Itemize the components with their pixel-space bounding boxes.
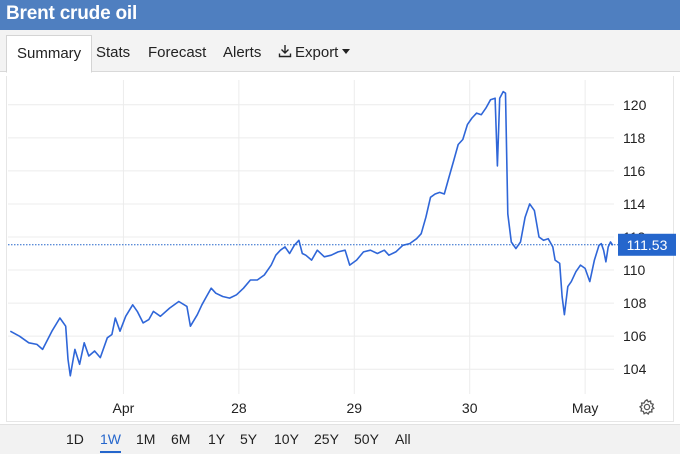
- tab-export-label: Export: [295, 44, 339, 61]
- y-tick-label: 104: [623, 361, 647, 377]
- price-chart[interactable]: 104106108110112114116118120 Apr282930May…: [0, 0, 680, 424]
- range-selector: 1D 1W 1M 6M 1Y 5Y 10Y 25Y 50Y All: [0, 424, 680, 454]
- y-tick-label: 110: [623, 262, 646, 278]
- y-tick-label: 120: [623, 97, 647, 113]
- range-6m[interactable]: 6M: [171, 431, 191, 447]
- y-tick-label: 106: [623, 328, 647, 344]
- range-1m[interactable]: 1M: [136, 431, 156, 447]
- download-icon: [278, 45, 292, 58]
- x-tick-label: 30: [462, 400, 478, 416]
- y-tick-label: 114: [623, 196, 646, 212]
- tab-stats-label: Stats: [96, 44, 131, 61]
- price-line: [9, 90, 614, 377]
- range-50y[interactable]: 50Y: [354, 431, 379, 447]
- tab-summary-label: Summary: [17, 45, 82, 62]
- tab-stats[interactable]: Stats: [96, 35, 130, 72]
- tab-forecast-label: Forecast: [148, 44, 207, 61]
- y-tick-label: 118: [623, 130, 646, 146]
- x-tick-label: May: [572, 400, 598, 416]
- range-all[interactable]: All: [395, 431, 411, 447]
- tab-alerts-label: Alerts: [223, 44, 262, 61]
- chevron-down-icon: [342, 49, 351, 54]
- y-tick-label: 108: [623, 295, 647, 311]
- x-tick-label: 29: [346, 400, 362, 416]
- y-tick-label: 116: [623, 163, 646, 179]
- tab-bar: Summary Stats Forecast Alerts Export: [0, 30, 680, 73]
- window-title: Brent crude oil: [0, 0, 680, 30]
- tab-export[interactable]: Export: [278, 35, 351, 72]
- x-tick-label: Apr: [113, 400, 135, 416]
- current-value-label: 111.53: [627, 237, 668, 253]
- tab-forecast[interactable]: Forecast: [148, 35, 206, 72]
- range-1y[interactable]: 1Y: [208, 431, 226, 447]
- range-5y[interactable]: 5Y: [240, 431, 258, 447]
- range-1d[interactable]: 1D: [66, 431, 84, 447]
- tab-summary[interactable]: Summary: [6, 35, 93, 73]
- range-10y[interactable]: 10Y: [274, 431, 299, 447]
- tab-alerts[interactable]: Alerts: [223, 35, 261, 72]
- range-1w[interactable]: 1W: [100, 431, 121, 453]
- range-25y[interactable]: 25Y: [314, 431, 339, 447]
- x-tick-label: 28: [231, 400, 247, 416]
- current-value-badge: [618, 233, 676, 256]
- gear-icon[interactable]: [638, 398, 656, 416]
